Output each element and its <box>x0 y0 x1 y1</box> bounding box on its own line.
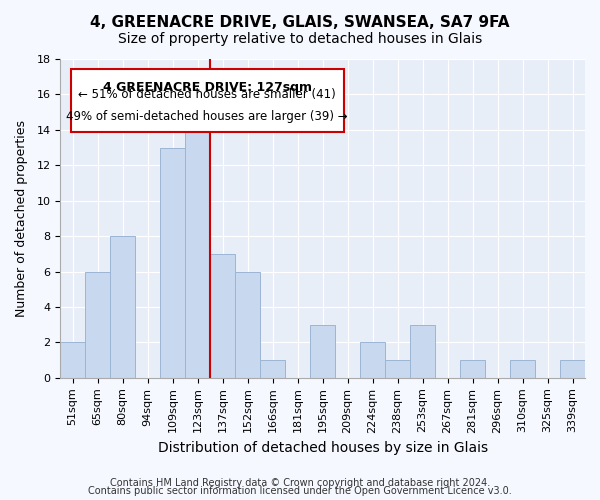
Bar <box>185 112 210 378</box>
Bar <box>210 254 235 378</box>
X-axis label: Distribution of detached houses by size in Glais: Distribution of detached houses by size … <box>158 441 488 455</box>
Text: 49% of semi-detached houses are larger (39) →: 49% of semi-detached houses are larger (… <box>67 110 348 123</box>
Bar <box>235 272 260 378</box>
Bar <box>510 360 535 378</box>
Bar <box>410 324 435 378</box>
Bar <box>60 342 85 378</box>
Bar <box>385 360 410 378</box>
Text: Contains HM Land Registry data © Crown copyright and database right 2024.: Contains HM Land Registry data © Crown c… <box>110 478 490 488</box>
Bar <box>260 360 285 378</box>
Text: Size of property relative to detached houses in Glais: Size of property relative to detached ho… <box>118 32 482 46</box>
Text: Contains public sector information licensed under the Open Government Licence v3: Contains public sector information licen… <box>88 486 512 496</box>
Text: ← 51% of detached houses are smaller (41): ← 51% of detached houses are smaller (41… <box>78 88 336 101</box>
Bar <box>360 342 385 378</box>
Bar <box>460 360 485 378</box>
Bar <box>560 360 585 378</box>
Bar <box>110 236 135 378</box>
Y-axis label: Number of detached properties: Number of detached properties <box>15 120 28 317</box>
Bar <box>85 272 110 378</box>
Bar <box>160 148 185 378</box>
FancyBboxPatch shape <box>71 68 344 132</box>
Text: 4 GREENACRE DRIVE: 127sqm: 4 GREENACRE DRIVE: 127sqm <box>103 82 311 94</box>
Bar <box>310 324 335 378</box>
Text: 4, GREENACRE DRIVE, GLAIS, SWANSEA, SA7 9FA: 4, GREENACRE DRIVE, GLAIS, SWANSEA, SA7 … <box>90 15 510 30</box>
